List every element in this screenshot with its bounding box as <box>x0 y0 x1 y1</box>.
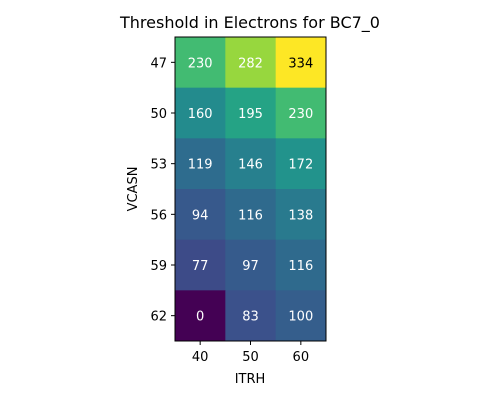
heatmap-cell-labels: 230 282 334 160 195 230 119 146 172 94 116 138 77 97 1… <box>188 56 313 324</box>
y-tick-label: 53 <box>150 158 167 173</box>
heatmap-cell <box>175 87 226 139</box>
heatmap-cell-value: 0 <box>196 310 204 325</box>
heatmap-cell <box>275 138 327 190</box>
heatmap-cells <box>175 37 327 342</box>
x-axis-ticks: 40 50 60 <box>192 341 309 365</box>
heatmap-cell-value: 146 <box>238 158 263 173</box>
heatmap-cell-value: 282 <box>238 56 263 71</box>
heatmap-cell <box>175 189 226 241</box>
heatmap-cell-value: 97 <box>242 259 259 274</box>
x-tick-label: 60 <box>293 350 310 365</box>
heatmap-cell <box>225 239 277 291</box>
y-tick-label: 56 <box>150 208 167 223</box>
y-tick-label: 50 <box>150 107 167 122</box>
heatmap-cell-value: 230 <box>188 56 213 71</box>
y-axis-ticks: 47 50 53 56 59 62 <box>150 56 175 325</box>
heatmap-cell <box>175 138 226 190</box>
heatmap-cell-value: 116 <box>288 259 313 274</box>
heatmap-cell-value: 334 <box>288 56 313 71</box>
heatmap-cell <box>275 239 327 291</box>
x-tick-label: 40 <box>192 350 209 365</box>
heatmap-cell-value: 83 <box>242 310 259 325</box>
heatmap-cell <box>225 37 277 89</box>
heatmap-cell-value: 116 <box>238 208 263 223</box>
chart-title: Threshold in Electrons for BC7_0 <box>119 13 380 33</box>
y-tick-label: 62 <box>150 310 167 325</box>
y-axis-label: VCASN <box>126 167 141 212</box>
heatmap-cell <box>275 37 327 89</box>
heatmap-cell <box>175 239 226 291</box>
heatmap-cell <box>275 189 327 241</box>
heatmap-cell-value: 94 <box>192 208 209 223</box>
heatmap-cell <box>225 87 277 139</box>
heatmap-cell-value: 138 <box>288 208 313 223</box>
y-tick-label: 59 <box>150 259 167 274</box>
x-axis-label: ITRH <box>235 372 266 387</box>
heatmap-cell <box>175 290 226 342</box>
heatmap-cell-value: 160 <box>188 107 213 122</box>
heatmap-cell <box>225 189 277 241</box>
heatmap-cell-value: 100 <box>288 310 313 325</box>
heatmap-cell <box>175 37 226 89</box>
heatmap-cell-value: 77 <box>192 259 209 274</box>
heatmap-cell <box>225 138 277 190</box>
heatmap-cell <box>275 290 327 342</box>
heatmap-cell-value: 230 <box>288 107 313 122</box>
y-tick-label: 47 <box>150 56 167 71</box>
heatmap-cell <box>275 87 327 139</box>
heatmap-cell-value: 172 <box>288 158 313 173</box>
heatmap-cell <box>225 290 277 342</box>
heatmap-cell-value: 119 <box>188 158 213 173</box>
heatmap-cell-value: 195 <box>238 107 263 122</box>
x-tick-label: 50 <box>242 350 259 365</box>
